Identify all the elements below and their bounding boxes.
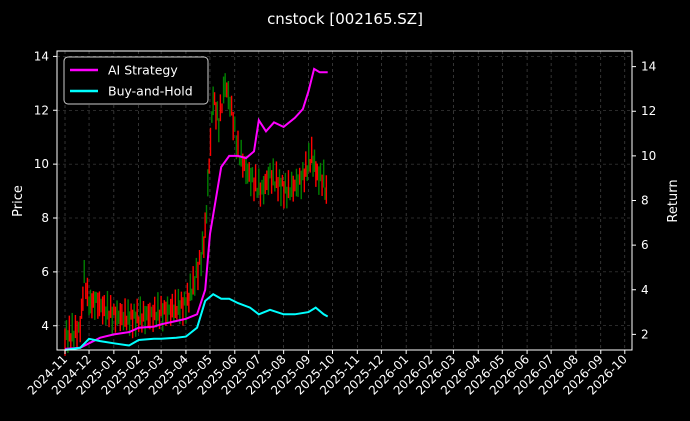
left-tick-label: 6 bbox=[41, 265, 49, 279]
left-tick-label: 12 bbox=[34, 103, 49, 117]
left-axis-label: Price bbox=[11, 185, 26, 217]
series-lines bbox=[64, 67, 329, 351]
right-tick-label: 8 bbox=[641, 194, 649, 208]
right-axis: 2 4 6 8 10 12 14 bbox=[632, 60, 656, 341]
chart-title: cnstock [002165.SZ] bbox=[267, 10, 423, 28]
legend-entry: AI Strategy bbox=[108, 63, 178, 78]
left-tick-label: 14 bbox=[34, 49, 49, 63]
left-tick-label: 10 bbox=[34, 157, 49, 171]
right-tick-label: 14 bbox=[641, 60, 656, 74]
price-candles bbox=[64, 73, 328, 356]
x-axis: 2024-112024-122025-012025-022025-032025-… bbox=[25, 350, 630, 398]
left-tick-label: 8 bbox=[41, 211, 49, 225]
right-tick-label: 2 bbox=[641, 327, 649, 341]
legend-box bbox=[63, 56, 209, 105]
legend: AI Strategy Buy-and-Hold bbox=[63, 56, 209, 105]
right-tick-label: 4 bbox=[641, 283, 649, 297]
legend-entry: Buy-and-Hold bbox=[108, 84, 193, 99]
series-line-ai-strategy bbox=[64, 67, 328, 350]
right-tick-label: 10 bbox=[641, 149, 656, 163]
right-axis-label: Return bbox=[666, 179, 681, 222]
left-axis: 4 6 8 10 12 14 bbox=[34, 49, 57, 333]
left-tick-label: 4 bbox=[41, 319, 49, 333]
right-tick-label: 6 bbox=[641, 238, 649, 252]
series-line-buy-and-hold bbox=[64, 292, 329, 351]
right-tick-label: 12 bbox=[641, 104, 656, 118]
